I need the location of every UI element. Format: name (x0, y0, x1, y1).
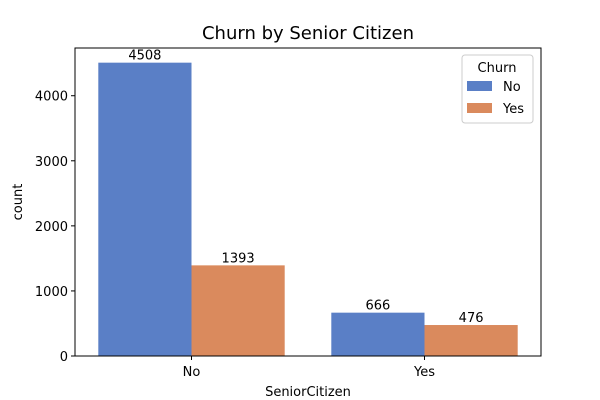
y-axis-label: count (11, 184, 26, 221)
y-tick-label-4000: 4000 (35, 90, 68, 105)
bars-group (98, 62, 518, 357)
legend-label-yes: Yes (502, 102, 524, 117)
y-tick-label-3000: 3000 (35, 155, 68, 170)
bar-no-churn-yes (191, 265, 285, 356)
legend: Churn No Yes (461, 54, 534, 124)
data-labels-group: 4508 1393 666 476 (128, 49, 483, 326)
legend-swatch-no (467, 81, 492, 91)
bar-no-churn-no (98, 62, 192, 357)
plot-frame (74, 47, 542, 357)
data-label-no-churn-no: 4508 (128, 49, 161, 64)
x-axis-label: SeniorCitizen (265, 385, 351, 400)
x-tick-label-yes: Yes (413, 365, 435, 380)
legend-label-no: No (503, 80, 521, 95)
data-label-no-churn-yes: 1393 (222, 251, 255, 266)
x-axis: No Yes (183, 356, 435, 380)
y-tick-label-2000: 2000 (35, 220, 68, 235)
y-tick-label-1000: 1000 (35, 285, 68, 300)
data-label-yes-churn-no: 666 (365, 299, 390, 314)
chart-title: Churn by Senior Citizen (202, 23, 414, 44)
data-label-yes-churn-yes: 476 (459, 311, 484, 326)
legend-title: Churn (478, 61, 517, 76)
y-axis: 0 1000 2000 3000 4000 (35, 90, 75, 365)
bar-yes-churn-yes (424, 325, 518, 356)
bar-yes-churn-no (331, 312, 425, 356)
x-tick-label-no: No (183, 365, 201, 380)
y-tick-label-0: 0 (60, 350, 68, 365)
legend-swatch-yes (467, 103, 492, 113)
